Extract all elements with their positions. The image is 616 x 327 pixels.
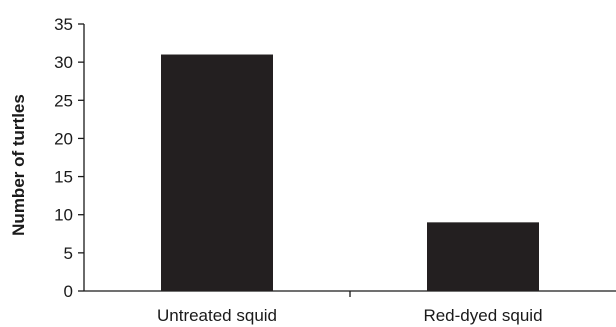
plot-area: 0 5 10 15 20 25 30 35 Untreated squid Red-dyed sq… [54, 15, 616, 325]
bar [161, 54, 273, 292]
y-tick-label: 20 [54, 129, 73, 148]
bar [427, 222, 539, 291]
y-tick-label: 30 [54, 53, 73, 72]
y-tick-label: 25 [54, 91, 73, 110]
y-tick-label: 0 [64, 282, 73, 301]
y-tick-label: 35 [54, 15, 73, 34]
x-category-label: Red-dyed squid [423, 306, 542, 325]
x-category-label: Untreated squid [157, 306, 277, 325]
y-tick-label: 10 [54, 206, 73, 225]
y-axis-label: Number of turtles [9, 94, 28, 236]
y-tick-label: 5 [64, 244, 73, 263]
y-tick-label: 15 [54, 168, 73, 187]
